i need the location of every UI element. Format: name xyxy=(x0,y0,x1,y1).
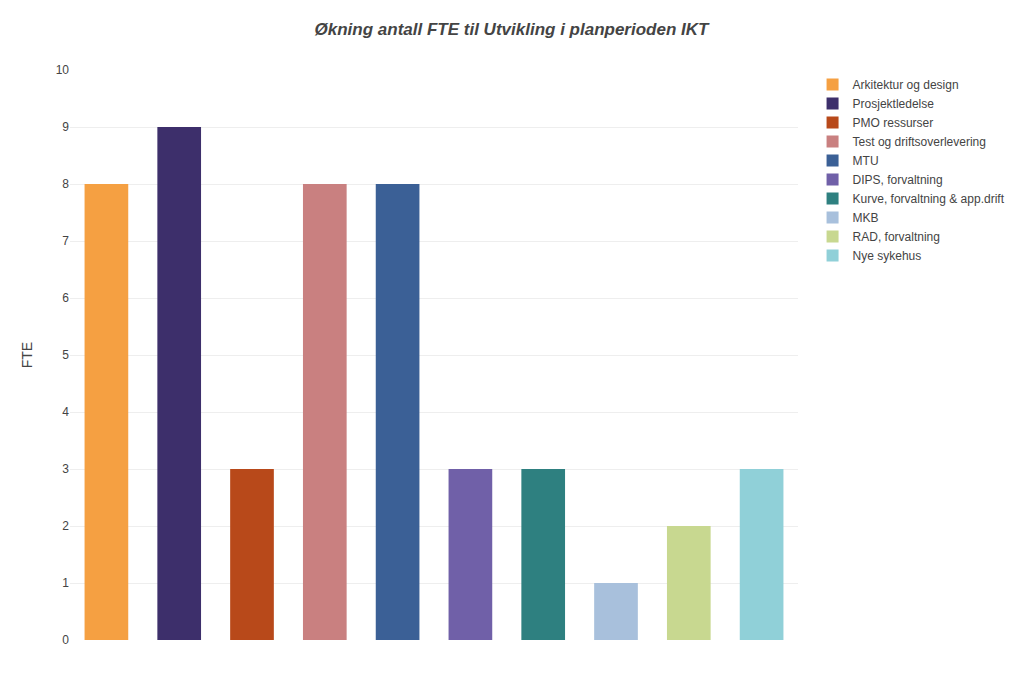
svg-text:MKB: MKB xyxy=(853,211,879,225)
svg-text:9: 9 xyxy=(62,120,69,134)
svg-text:Prosjektledelse: Prosjektledelse xyxy=(853,97,935,111)
svg-text:RAD, forvaltning: RAD, forvaltning xyxy=(853,230,940,244)
svg-text:DIPS, forvaltning: DIPS, forvaltning xyxy=(853,173,943,187)
svg-text:Nye sykehus: Nye sykehus xyxy=(853,249,922,263)
svg-text:Økning antall FTE til Utviklin: Økning antall FTE til Utvikling i planpe… xyxy=(315,20,710,39)
svg-text:FTE: FTE xyxy=(19,342,35,368)
svg-text:3: 3 xyxy=(62,462,69,476)
svg-text:7: 7 xyxy=(62,234,69,248)
svg-text:Test og driftsoverlevering: Test og driftsoverlevering xyxy=(853,135,986,149)
svg-text:8: 8 xyxy=(62,177,69,191)
svg-text:5: 5 xyxy=(62,348,69,362)
svg-text:2: 2 xyxy=(62,519,69,533)
svg-text:4: 4 xyxy=(62,405,69,419)
svg-text:MTU: MTU xyxy=(853,154,879,168)
svg-text:0: 0 xyxy=(62,633,69,647)
svg-text:10: 10 xyxy=(56,63,70,77)
svg-text:6: 6 xyxy=(62,291,69,305)
svg-text:1: 1 xyxy=(62,576,69,590)
svg-text:Kurve, forvaltning & app.drift: Kurve, forvaltning & app.drift xyxy=(853,192,1005,206)
svg-text:Arkitektur og design: Arkitektur og design xyxy=(853,78,959,92)
svg-text:PMO ressurser: PMO ressurser xyxy=(853,116,934,130)
